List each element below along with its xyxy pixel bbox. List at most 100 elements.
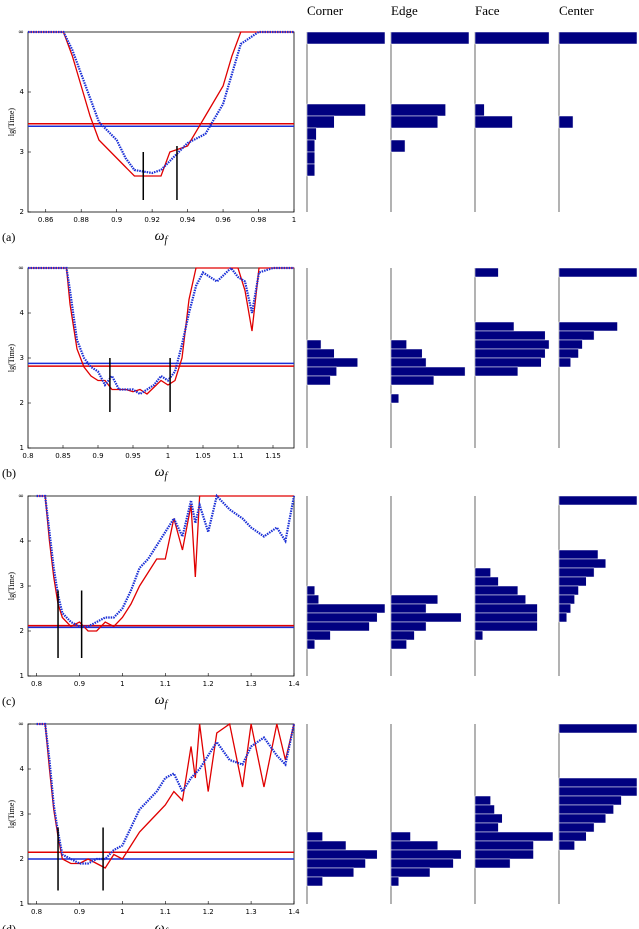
panel-label: (d) bbox=[2, 922, 16, 929]
panel-label: (c) bbox=[2, 694, 15, 708]
hist-bar bbox=[390, 876, 400, 887]
hist-bar bbox=[474, 31, 550, 45]
x-tick-label: 0.8 bbox=[31, 680, 42, 688]
x-tick-label: 1.1 bbox=[160, 680, 171, 688]
hist-bar bbox=[390, 339, 407, 350]
x-tick-label: 1.15 bbox=[265, 452, 281, 460]
hist-bar bbox=[558, 585, 579, 596]
series-line bbox=[36, 722, 296, 865]
x-axis-label-sub: f bbox=[165, 927, 169, 929]
plot-frame bbox=[27, 495, 295, 677]
x-tick-label: 1.2 bbox=[203, 680, 214, 688]
hist-bar bbox=[474, 630, 484, 641]
hist-bar bbox=[390, 858, 454, 869]
y-axis-label: lg(Time) bbox=[7, 800, 16, 828]
hist-bar bbox=[474, 348, 546, 359]
hist-bar bbox=[474, 366, 519, 377]
hist-bar bbox=[558, 558, 607, 569]
x-axis-label-sub: f bbox=[165, 699, 169, 710]
hist-bar bbox=[390, 393, 400, 404]
hist-bar bbox=[306, 31, 386, 45]
x-axis-label-sub: f bbox=[165, 471, 169, 482]
hist-bar bbox=[558, 777, 638, 788]
hist-bar bbox=[558, 31, 638, 45]
hist-bar bbox=[558, 330, 595, 341]
hist-bar bbox=[306, 831, 323, 842]
hist-bar bbox=[558, 357, 571, 368]
hist-bar bbox=[558, 795, 622, 806]
y-tick-label: 4 bbox=[20, 537, 25, 545]
hist-bar bbox=[306, 151, 316, 165]
hist-bar bbox=[390, 621, 427, 632]
x-tick-label: 1 bbox=[120, 680, 124, 688]
hist-bar bbox=[390, 831, 411, 842]
hist-bar bbox=[558, 786, 638, 797]
series-line bbox=[28, 30, 294, 175]
hist-bar bbox=[474, 603, 538, 614]
hist-bar bbox=[306, 639, 316, 650]
hist-bar bbox=[390, 603, 427, 614]
hist-bar bbox=[474, 567, 491, 578]
x-tick-label: 1.05 bbox=[195, 452, 211, 460]
x-tick-label: 0.94 bbox=[180, 216, 196, 224]
panel-label: (a) bbox=[2, 230, 15, 244]
x-axis-label-main: ω bbox=[155, 465, 165, 480]
x-tick-label: 0.9 bbox=[92, 452, 103, 460]
hist-bar bbox=[474, 813, 503, 824]
hist-bar bbox=[306, 585, 316, 596]
x-axis-label: ωf bbox=[155, 229, 169, 246]
x-tick-label: 1.3 bbox=[246, 680, 257, 688]
y-tick-label: 4 bbox=[20, 309, 25, 317]
hist-bar bbox=[306, 139, 316, 153]
x-axis-label: ωf bbox=[155, 465, 169, 482]
hist-bar bbox=[474, 621, 538, 632]
hist-bar bbox=[558, 321, 618, 332]
y-tick-label: 1 bbox=[20, 444, 24, 452]
series-line bbox=[36, 495, 294, 632]
hist-bar bbox=[558, 549, 599, 560]
hist-bar bbox=[390, 594, 439, 605]
x-tick-label: 0.98 bbox=[251, 216, 267, 224]
hist-bar bbox=[306, 612, 378, 623]
hist-bar bbox=[474, 831, 554, 842]
hist-bar bbox=[390, 31, 470, 45]
hist-bar bbox=[390, 103, 446, 117]
x-tick-label: 1 bbox=[120, 908, 124, 916]
hist-bar bbox=[306, 876, 323, 887]
hist-bar bbox=[558, 576, 587, 587]
hist-bar bbox=[306, 849, 378, 860]
hist-bar bbox=[390, 867, 431, 878]
hist-bar bbox=[558, 822, 595, 833]
y-tick-label: 4 bbox=[20, 765, 25, 773]
x-tick-label: 0.8 bbox=[22, 452, 33, 460]
hist-bar bbox=[390, 348, 423, 359]
hist-bar bbox=[306, 366, 337, 377]
hist-bar bbox=[558, 804, 614, 815]
hist-bar bbox=[306, 103, 366, 117]
y-tick-label: 2 bbox=[20, 208, 24, 216]
y-tick-label: 3 bbox=[20, 148, 24, 156]
y-tick-label: 1 bbox=[20, 672, 24, 680]
x-tick-label: 1.3 bbox=[246, 908, 257, 916]
x-tick-label: 0.86 bbox=[38, 216, 54, 224]
y-tick-label: ∞ bbox=[18, 28, 24, 36]
x-tick-label: 1 bbox=[292, 216, 296, 224]
hist-bar bbox=[474, 594, 526, 605]
x-tick-label: 0.9 bbox=[111, 216, 122, 224]
hist-bar bbox=[558, 567, 595, 578]
y-tick-label: 2 bbox=[20, 399, 24, 407]
y-tick-label: 1 bbox=[20, 900, 24, 908]
hist-bar bbox=[306, 594, 319, 605]
x-axis-label-main: ω bbox=[155, 921, 165, 929]
hist-bar bbox=[558, 267, 638, 278]
hist-bar bbox=[558, 348, 579, 359]
x-tick-label: 0.9 bbox=[74, 680, 85, 688]
hist-bar bbox=[474, 858, 511, 869]
x-axis-label-main: ω bbox=[155, 693, 165, 708]
hist-bar bbox=[306, 621, 370, 632]
hist-bar bbox=[306, 375, 331, 386]
panel-label: (b) bbox=[2, 466, 16, 480]
x-tick-label: 1.4 bbox=[288, 680, 300, 688]
x-tick-label: 0.85 bbox=[55, 452, 71, 460]
hist-bar bbox=[306, 357, 358, 368]
